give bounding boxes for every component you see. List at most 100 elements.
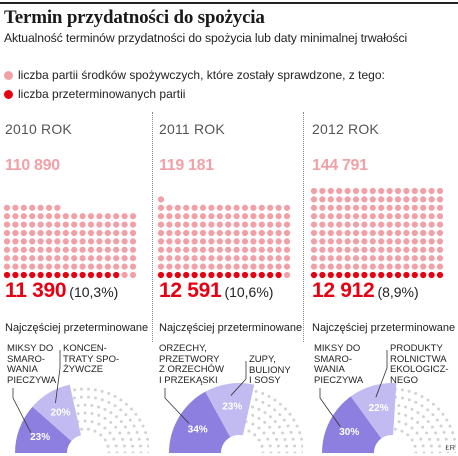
checked-dot xyxy=(327,213,334,220)
arc-remainder-dot xyxy=(103,416,107,420)
checked-dot xyxy=(436,229,444,237)
checked-dot xyxy=(37,246,44,253)
credit-initials: ŁR xyxy=(445,443,455,452)
expired-dot xyxy=(225,271,232,279)
arc-remainder-dot xyxy=(421,444,425,448)
checked-dot xyxy=(29,229,36,237)
expired-dot xyxy=(208,271,215,279)
arc-remainder-dot xyxy=(129,437,133,441)
checked-dot xyxy=(96,263,103,270)
checked-dot xyxy=(361,263,368,270)
checked-dot xyxy=(420,246,427,253)
arc-remainder-dot xyxy=(425,431,429,435)
arc-remainder-dot xyxy=(147,444,149,448)
arc-remainder-dot xyxy=(107,392,111,396)
checked-dot xyxy=(267,238,274,245)
checked-dot xyxy=(191,246,198,253)
arc-remainder-dot xyxy=(404,405,408,409)
arc-remainder-dot xyxy=(446,451,450,453)
checked-dot xyxy=(369,229,376,237)
arc-remainder-dot xyxy=(288,412,292,416)
checked-dot xyxy=(54,263,61,270)
checked-dot xyxy=(267,213,274,220)
checked-dot xyxy=(394,221,402,228)
checked-dot xyxy=(225,238,232,245)
checked-dot xyxy=(319,187,326,195)
arc-remainder-dot xyxy=(107,400,111,404)
checked-dot xyxy=(336,196,343,203)
checked-dot xyxy=(87,238,95,245)
expired-dot xyxy=(352,271,360,279)
arc-remainder-dot xyxy=(247,429,251,433)
checked-dot xyxy=(199,213,207,220)
checked-dot xyxy=(403,187,410,195)
checked-dot xyxy=(37,204,44,211)
checked-dot xyxy=(199,229,207,237)
arc-remainder-dot xyxy=(397,420,401,424)
checked-dot xyxy=(420,229,427,237)
checked-dot xyxy=(336,187,343,195)
arc-remainder-dot xyxy=(293,444,297,448)
checked-dot xyxy=(3,204,11,211)
checked-dot xyxy=(157,221,165,228)
arc-remainder-dot xyxy=(266,437,270,441)
checked-dot xyxy=(258,229,265,237)
arc-remainder-dot xyxy=(426,408,430,412)
checked-dot xyxy=(183,246,190,253)
arc-remainder-dot xyxy=(254,398,258,402)
arc-remainder-dot xyxy=(144,431,148,435)
leader-line xyxy=(230,361,247,396)
expired-percent: (10,6%) xyxy=(224,284,274,300)
checked-dot xyxy=(45,255,53,262)
checked-dot xyxy=(258,213,265,220)
checked-dot xyxy=(378,246,385,253)
checked-dot xyxy=(344,187,351,195)
checked-dot xyxy=(411,196,418,203)
expired-dot xyxy=(336,271,343,279)
checked-dot xyxy=(62,229,69,237)
checked-dot xyxy=(12,213,19,220)
checked-dot xyxy=(378,213,385,220)
checked-dot xyxy=(319,204,326,211)
arc-remainder-dot xyxy=(86,427,90,431)
expired-dot xyxy=(361,271,368,279)
legend-swatch-expired xyxy=(4,89,13,99)
checked-dot xyxy=(352,196,360,203)
checked-dot xyxy=(250,238,257,245)
checked-dot xyxy=(45,213,53,220)
checked-dot xyxy=(113,246,120,253)
checked-dot xyxy=(29,263,36,270)
checked-dot xyxy=(436,196,444,203)
checked-dot xyxy=(45,238,53,245)
expired-dot xyxy=(71,271,78,279)
checked-dot xyxy=(411,255,418,262)
checked-dot xyxy=(29,246,36,253)
arc-hole xyxy=(221,435,257,453)
expired-dot xyxy=(12,271,19,279)
arc-remainder-dot xyxy=(410,407,414,411)
checked-dot xyxy=(241,204,249,211)
checked-dot xyxy=(121,229,128,237)
arc-remainder-dot xyxy=(421,425,425,429)
checked-dot xyxy=(87,246,95,253)
arc-remainder-dot xyxy=(263,411,267,415)
category-label-primary: MIKSY DO SMARO- WANIA PIECZYWA xyxy=(314,343,364,386)
expired-dot xyxy=(62,271,69,279)
arc-remainder-dot xyxy=(277,451,281,453)
arc-segment-primary xyxy=(322,396,382,453)
checked-dot xyxy=(225,213,232,220)
arc-remainder-dot xyxy=(286,424,290,428)
checked-dot xyxy=(327,255,334,262)
category-label-primary: MIKSY DO SMARO- WANIA PIECZYWA xyxy=(7,343,57,386)
checked-dot xyxy=(54,229,61,237)
checked-dot xyxy=(336,255,343,262)
arc-remainder-dot xyxy=(295,424,299,428)
arc-remainder-dot xyxy=(293,451,297,453)
arc-remainder-dot xyxy=(73,388,77,392)
checked-dot xyxy=(129,271,137,279)
arc-remainder-dot xyxy=(147,451,149,453)
arc-remainder-dot xyxy=(93,388,97,392)
arc-remainder-dot xyxy=(124,402,128,406)
checked-total: 110 890 xyxy=(5,157,60,174)
checked-dot xyxy=(121,263,128,270)
